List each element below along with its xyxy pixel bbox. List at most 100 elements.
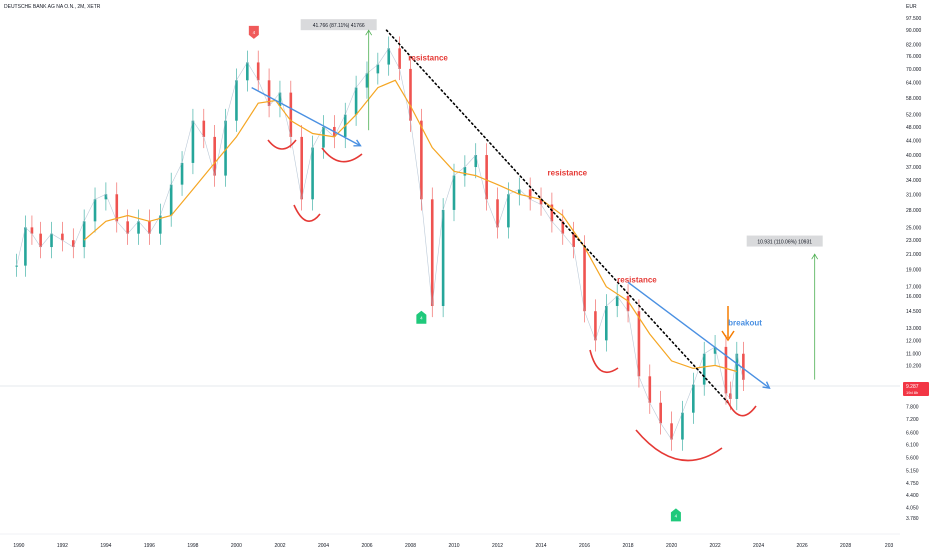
x-tick-label: 2002 — [274, 543, 285, 549]
candle-body — [742, 353, 745, 380]
x-tick-label: 2018 — [622, 543, 633, 549]
candle-body — [420, 120, 423, 200]
close-line — [16, 47, 744, 441]
candle-body — [311, 147, 314, 200]
candle-body — [246, 62, 249, 81]
candle-body — [604, 306, 608, 341]
candle-body — [256, 62, 260, 81]
y-tick-label: 25.000 — [906, 225, 922, 231]
candle-body — [463, 167, 467, 176]
y-tick-label: 23.000 — [906, 238, 922, 244]
candle-body — [441, 209, 445, 307]
candle-body — [517, 189, 521, 195]
descending-blue-1-trendline — [251, 86, 361, 147]
candle-body — [71, 240, 75, 248]
annotation-label: breakout — [728, 319, 762, 328]
descending-blue-2-trendline — [627, 281, 770, 389]
moving-average-series — [83, 79, 737, 373]
candle-body — [148, 221, 151, 234]
x-tick-label: 2006 — [361, 543, 372, 549]
candle-body — [15, 265, 19, 267]
candle-body — [561, 221, 565, 234]
candle-body — [50, 233, 53, 248]
y-tick-label: 44.000 — [906, 138, 922, 144]
measure-arrow-head — [365, 29, 373, 36]
x-axis: 1990 1992 1994 1996 1998 2000 2002 2004 2006 2008… — [0, 533, 900, 549]
marker-label: 4 — [253, 30, 256, 35]
measure-arrow-head — [811, 253, 819, 260]
y-tick-label: 58.000 — [906, 96, 922, 102]
support-cup-arc — [293, 204, 321, 222]
measure-box — [746, 235, 823, 247]
chart-title: DEUTSCHE BANK AG NA O.N., 2M, XETR — [4, 4, 101, 10]
candle-body — [485, 155, 488, 200]
y-tick-label: 5.150 — [906, 469, 919, 475]
y-tick-label: 4.750 — [906, 481, 919, 487]
candle-body — [376, 64, 380, 74]
support-cups — [267, 139, 757, 462]
candle-body — [702, 353, 706, 385]
x-tick-label: 2016 — [579, 543, 590, 549]
trendline-arrowhead — [762, 381, 771, 389]
x-tick-label: 2014 — [535, 543, 546, 549]
y-tick-label: 17.000 — [906, 285, 922, 291]
candle-body — [202, 120, 206, 137]
trendline-arrowhead — [353, 139, 362, 147]
candle-body — [507, 194, 510, 228]
y-tick-label: 12.000 — [906, 338, 922, 344]
support-cup-arc — [635, 429, 723, 462]
candle-body — [289, 92, 293, 137]
y-tick-label: 48.000 — [906, 125, 922, 131]
marker-label: 4 — [675, 513, 678, 518]
candle-body — [30, 227, 34, 234]
measure-label: 10.931 (110.06%) 10931 — [757, 240, 812, 246]
y-tick-label: 3.780 — [906, 516, 919, 522]
x-tick-label: 2012 — [492, 543, 503, 549]
y-tick-label: 90.000 — [906, 28, 922, 34]
candle-body — [365, 73, 369, 88]
candle-body — [729, 393, 732, 399]
moving-average-line — [83, 79, 737, 373]
candle-body — [659, 402, 662, 424]
candle-body — [213, 136, 216, 176]
candle-body — [82, 221, 86, 248]
annotation-label: resistance — [548, 169, 588, 178]
candle-body — [583, 247, 586, 312]
y-tick-label: 4.400 — [906, 493, 919, 499]
candle-body — [496, 199, 499, 228]
annotation-label: resistance — [617, 275, 657, 284]
candle-body — [191, 120, 195, 163]
y-tick-label: 7.800 — [906, 405, 919, 411]
y-tick-label: 13.000 — [906, 326, 922, 332]
candle-body — [267, 80, 271, 107]
x-tick-label: 2026 — [797, 543, 808, 549]
event-markers: 4 4 4 — [248, 25, 681, 522]
x-tick-label: 2022 — [710, 543, 721, 549]
candle-body — [409, 68, 412, 121]
y-tick-label: 4.050 — [906, 506, 919, 512]
y-tick-label: 6.600 — [906, 430, 919, 436]
candle-body — [158, 215, 162, 234]
candle-body — [474, 155, 478, 168]
candle-body — [550, 204, 554, 222]
candle-body — [93, 199, 97, 222]
candle-body — [713, 346, 717, 354]
y-tick-label: 82.000 — [906, 43, 922, 49]
candle-body — [224, 120, 227, 176]
y-tick-label: 52.000 — [906, 113, 922, 119]
candle-body — [169, 184, 173, 216]
measure-label: 41.766 (87.11%) 41766 — [313, 23, 365, 29]
price-badge-sub: 19d 8h — [906, 390, 918, 395]
candle-body — [398, 48, 401, 69]
x-tick-label: 1994 — [100, 543, 111, 549]
candle-body — [354, 87, 358, 115]
y-tick-label: 19.000 — [906, 268, 922, 274]
x-tick-label: 2010 — [448, 543, 459, 549]
candle-body — [235, 80, 238, 121]
y-tick-label: 34.000 — [906, 178, 922, 184]
candle-body — [615, 296, 619, 307]
annotations: resistance resistance resistance breakout — [408, 53, 762, 327]
candle-body — [278, 92, 282, 107]
price-badge-value: 9.287 — [906, 384, 919, 390]
